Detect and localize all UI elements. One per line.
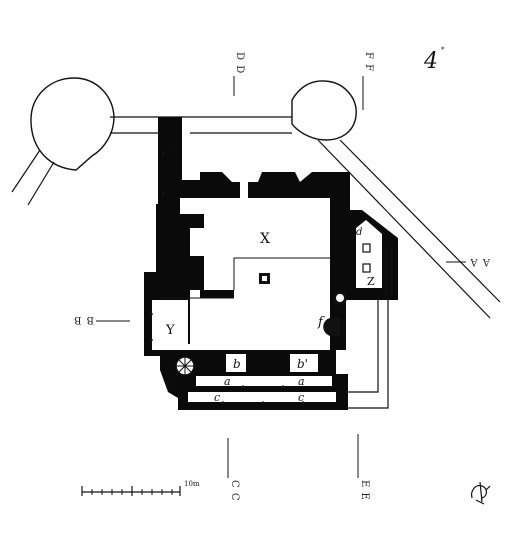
room-label-y: Y [165,323,175,338]
feature-b2: b' [297,357,308,371]
building-walls [144,117,398,410]
svg-text:C C: C C [229,480,240,501]
northwest-tower [30,77,115,171]
feature-a2: a [298,375,305,388]
northeast-tower [291,80,357,141]
feature-a1: a [224,375,231,388]
section-marker-aa: A A [446,256,491,267]
feature-f: f [317,315,325,330]
section-marker-dd: D D [233,52,245,96]
figure-number-mark: * [441,46,445,54]
scale-bar: 10m [81,480,200,496]
section-marker-bb: B B [73,314,130,325]
feature-e: e [168,139,175,153]
feature-d-left: d [166,378,173,391]
scale-bar-label: 10m [184,480,200,488]
feature-c1: c [214,391,220,404]
figure-number: 4 [423,49,438,74]
room-label-z: Z [367,275,375,288]
section-marker-ff: F F [362,52,374,110]
section-marker-cc: C C [227,438,240,501]
svg-text:A A: A A [469,256,491,267]
feature-h: h [337,294,343,304]
svg-text:D D: D D [234,52,245,74]
svg-text:B B: B B [73,314,94,325]
section-marker-ee: E E [357,434,370,501]
main-hall-interior [160,198,347,350]
niche-f [323,318,340,336]
east-room-details [362,243,393,296]
feature-b1: b [233,357,241,371]
feature-d-right: d [356,227,362,238]
spiral-stair-icon [175,356,195,376]
feature-c2: c [298,391,304,404]
north-arrow-icon [471,481,491,505]
outer-curtain-walls [11,77,501,409]
svg-text:E E: E E [359,480,370,501]
room-label-x: X [260,231,270,247]
svg-text:F F: F F [363,52,374,72]
